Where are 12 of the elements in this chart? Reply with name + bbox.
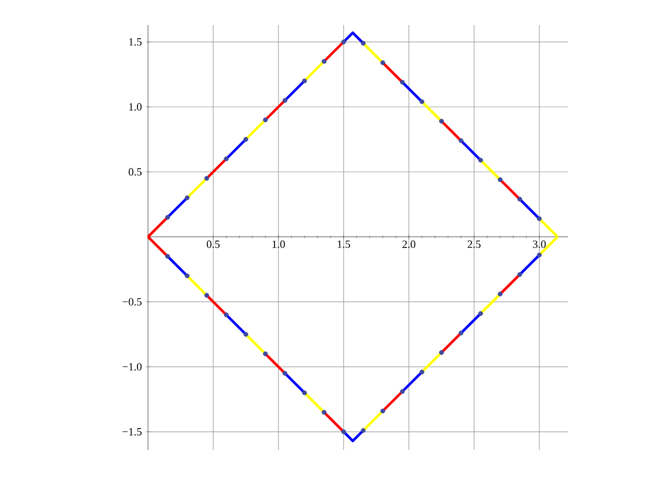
x-tick-label: 1.0	[272, 240, 285, 248]
x-tick-label: 2.5	[468, 240, 481, 248]
x-tick-label: 2.0	[402, 240, 416, 248]
x-tick-label: 0.5	[206, 240, 220, 248]
y-tick-label: −0.5	[122, 298, 142, 306]
y-tick-label: −1.5	[122, 428, 142, 436]
y-tick-label: 1.0	[129, 103, 142, 111]
y-tick-label: 1.5	[129, 38, 142, 46]
x-tick-label: 3.0	[532, 240, 546, 248]
y-tick-label: 0.5	[128, 168, 142, 176]
y-tick-label: −1.0	[122, 363, 142, 371]
x-tick-label: 1.5	[338, 240, 350, 248]
